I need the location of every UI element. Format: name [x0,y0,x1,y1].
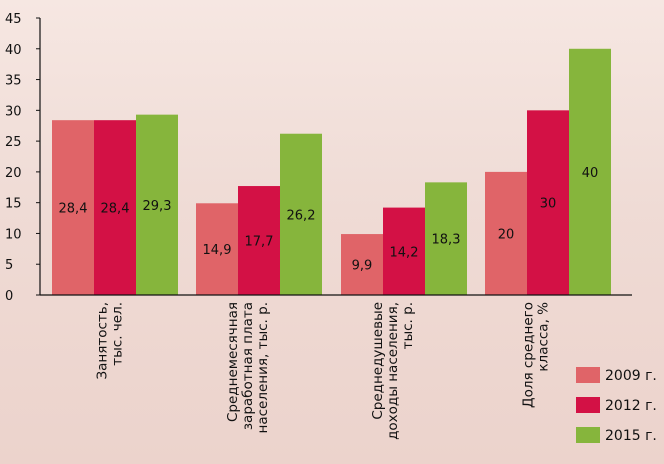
category-label-3-1: класса, % [536,302,552,372]
bar-2-1 [383,207,425,295]
data-label-1-2: 26,2 [287,208,316,223]
category-labels: Занятость, тыс. чел. Среднемесячная заработ… [95,302,552,440]
data-label-3-1: 30 [540,197,557,212]
bar-1-0 [196,203,238,295]
data-label-0-2: 29,3 [143,199,172,214]
data-label-1-1: 17,7 [245,235,274,250]
y-tick-label-2: 10 [5,227,22,242]
data-label-2-2: 18,3 [432,233,461,248]
legend-swatch-2 [576,427,600,443]
category-label-0-0: Занятость, [95,302,111,380]
y-tick-label-6: 30 [5,104,22,119]
bar-1-2 [280,133,322,295]
y-tick-label-9: 45 [5,12,22,27]
bar-0-0 [52,120,94,295]
legend-swatch-1 [576,397,600,413]
bars [52,48,611,296]
category-label-3-0: Доля среднего [521,302,537,408]
category-label-1-0: Среднемесячная [225,302,241,422]
data-label-1-0: 14,9 [203,243,232,258]
y-axis [36,17,632,296]
y-tick-label-5: 25 [5,135,22,150]
data-label-0-1: 28,4 [101,202,130,217]
legend-swatch-0 [576,367,600,383]
category-label-0-1: тыс. чел. [110,302,126,366]
y-tick-label-8: 40 [5,43,22,58]
y-tick-label-4: 20 [5,166,22,181]
data-labels: 28,4 14,9 9,9 20 28,4 17,7 14,2 30 29,3 26,2 18,3 4… [59,166,599,274]
category-label-1-1: заработная плата [240,302,256,430]
legend-label-1: 2012 г. [605,398,657,414]
y-tick-label-7: 35 [5,74,22,89]
category-label-1-2: населения, тыс. р. [255,302,271,433]
bar-3-2 [569,48,611,296]
data-label-0-0: 28,4 [59,202,88,217]
data-label-2-1: 14,2 [390,245,419,260]
bar-2-0 [341,234,383,295]
category-label-2-2: тыс. р. [400,302,416,349]
bar-3-0 [485,171,527,295]
y-tick-label-3: 15 [5,197,22,212]
legend: 2009 г. 2012 г. 2015 г. [576,367,657,444]
bar-3-1 [527,110,569,295]
legend-label-2: 2015 г. [605,428,657,444]
y-tick-label-1: 5 [5,258,13,273]
bar-0-1 [94,120,136,295]
legend-label-0: 2009 г. [605,368,657,384]
y-tick-label-0: 0 [5,289,13,304]
bar-2-2 [425,182,467,295]
category-label-2-0: Среднедушевые [370,302,386,420]
data-label-3-2: 40 [582,166,599,181]
data-label-2-0: 9,9 [352,259,373,274]
y-tick-labels: 0 5 10 15 20 25 30 35 40 45 [5,12,22,304]
data-label-3-0: 20 [498,227,515,242]
category-label-2-1: доходы населения, [385,302,401,440]
bar-0-2 [136,114,178,296]
bar-1-1 [238,186,280,295]
